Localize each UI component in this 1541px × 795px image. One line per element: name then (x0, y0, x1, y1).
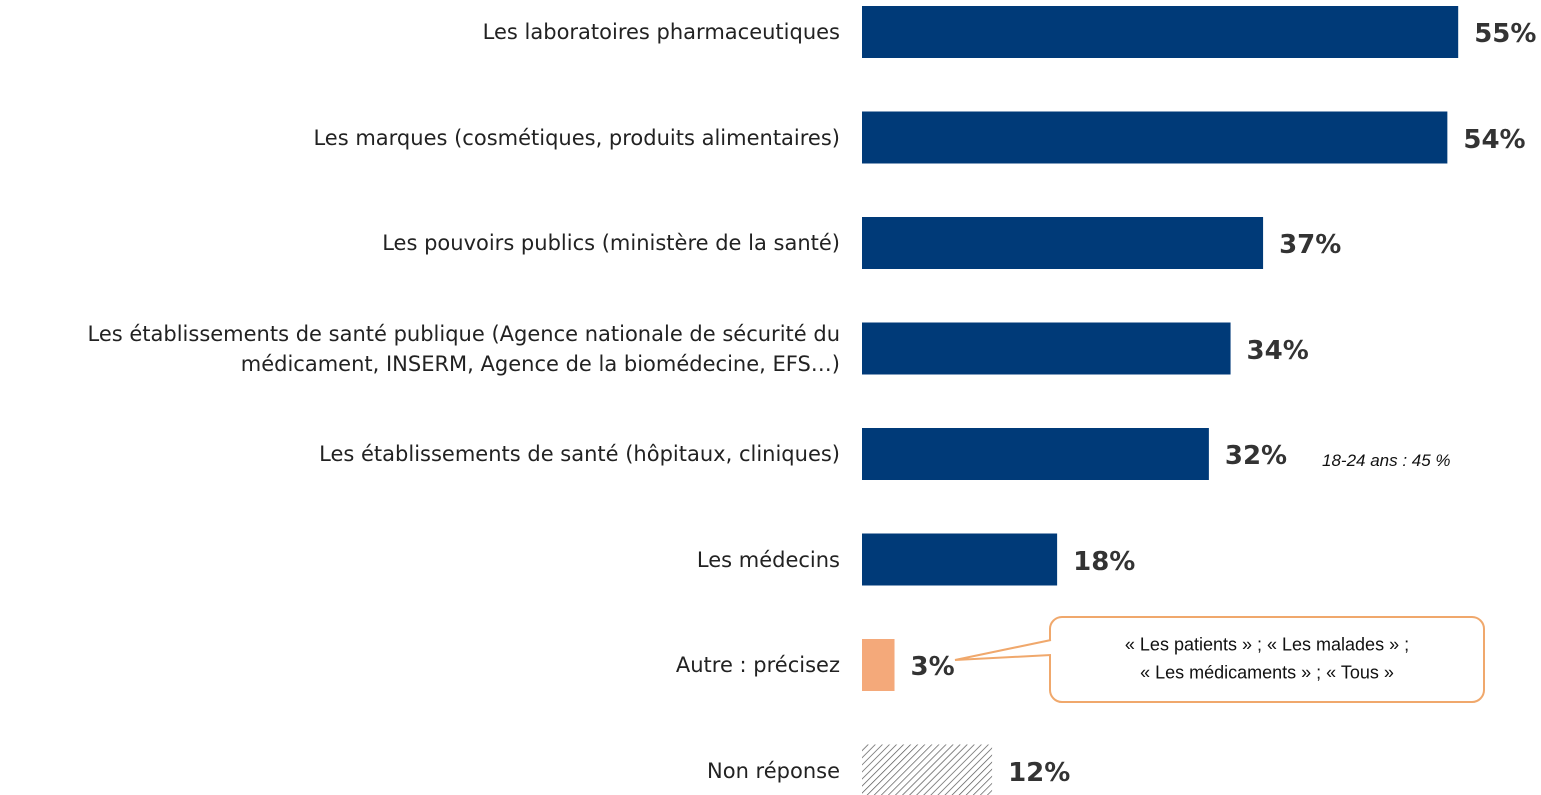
bar (862, 111, 1448, 164)
annotation: 18-24 ans : 45 % (1322, 451, 1451, 470)
bar (862, 6, 1459, 58)
callout-pointer-mask (1052, 638, 1056, 658)
bar (862, 533, 1058, 586)
category-label: Les établissements de santé publique (Ag… (87, 321, 840, 376)
category-label: Les médecins (696, 547, 840, 572)
value-label: 54% (1463, 124, 1526, 155)
bar (862, 428, 1209, 480)
value-label: 32% (1224, 441, 1288, 471)
callout-text: « Les médicaments » ; « Tous » (1140, 662, 1394, 683)
callout-text: « Les patients » ; « Les malades » ; (1124, 634, 1410, 655)
bar (862, 217, 1264, 269)
value-label: 55% (1474, 19, 1537, 49)
value-label: 37% (1279, 230, 1342, 260)
category-label: Non réponse (707, 758, 840, 783)
category-label: Les laboratoires pharmaceutiques (482, 20, 840, 44)
category-label: Autre : précisez (675, 653, 840, 677)
callout-box (1049, 616, 1485, 703)
category-label: Les marques (cosmétiques, produits alime… (313, 125, 840, 150)
value-label: 18% (1073, 546, 1136, 577)
bar (862, 744, 993, 795)
value-label: 12% (1008, 757, 1071, 788)
value-label: 34% (1246, 335, 1309, 366)
bar (862, 322, 1231, 375)
category-label: Les pouvoirs publics (ministère de la sa… (382, 231, 840, 255)
category-label: Les établissements de santé (hôpitaux, c… (319, 442, 840, 466)
callout-pointer (954, 639, 1052, 661)
value-label: 3% (910, 652, 955, 682)
bar (862, 639, 895, 691)
